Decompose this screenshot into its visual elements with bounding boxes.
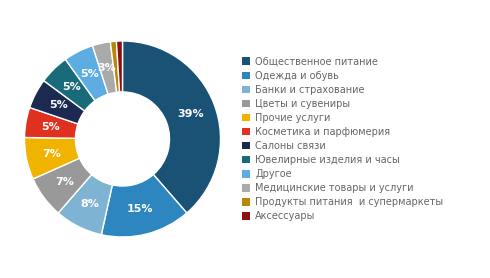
Wedge shape: [101, 175, 187, 237]
Wedge shape: [24, 108, 78, 138]
Wedge shape: [65, 46, 108, 101]
Wedge shape: [122, 41, 220, 213]
Legend: Общественное питание, Одежда и обувь, Банки и страхование, Цветы и сувениры, Про: Общественное питание, Одежда и обувь, Ба…: [238, 53, 447, 225]
Text: 5%: 5%: [49, 100, 68, 110]
Wedge shape: [58, 175, 112, 235]
Text: 5%: 5%: [62, 82, 81, 92]
Wedge shape: [33, 158, 92, 213]
Wedge shape: [24, 138, 79, 179]
Text: 3%: 3%: [98, 63, 116, 73]
Wedge shape: [44, 59, 95, 111]
Text: 7%: 7%: [55, 177, 74, 187]
Text: 8%: 8%: [80, 199, 99, 209]
Wedge shape: [93, 42, 117, 94]
Text: 15%: 15%: [127, 204, 153, 214]
Wedge shape: [117, 41, 122, 92]
Text: 7%: 7%: [42, 148, 61, 158]
Text: 5%: 5%: [42, 122, 60, 132]
Text: 39%: 39%: [177, 109, 204, 119]
Wedge shape: [110, 41, 120, 92]
Wedge shape: [30, 81, 85, 124]
Text: 5%: 5%: [80, 69, 99, 79]
